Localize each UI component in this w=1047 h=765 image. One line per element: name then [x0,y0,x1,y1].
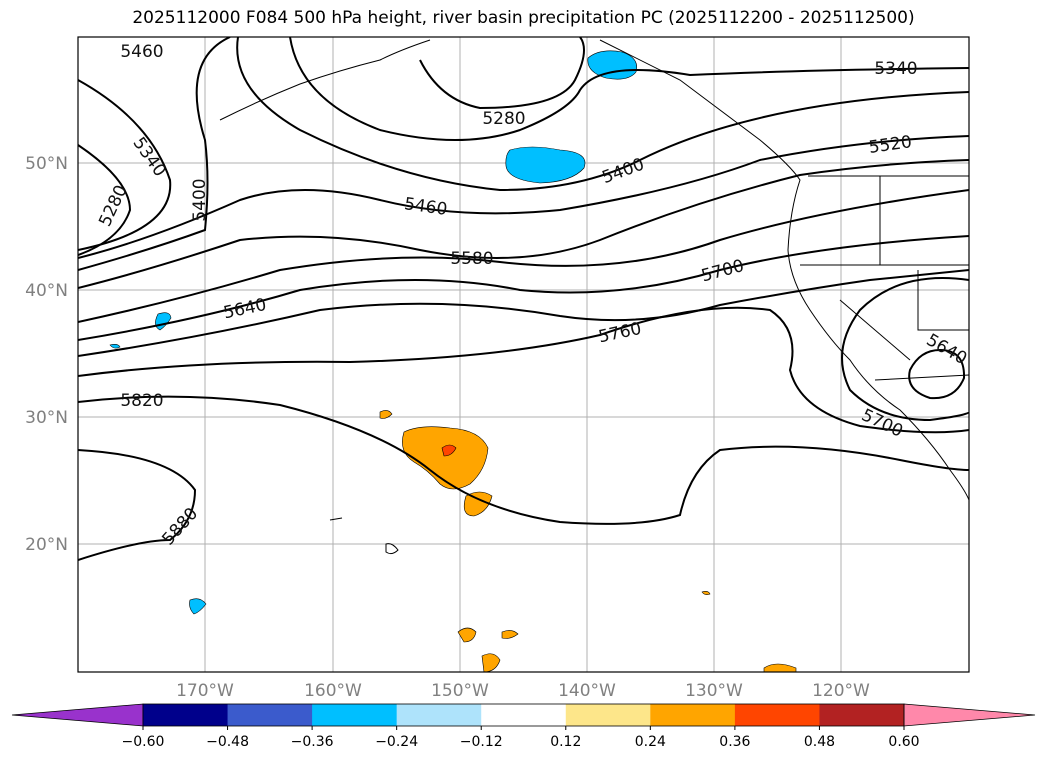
precip-area-small-5 [701,591,711,595]
us-mexico-border [874,374,969,381]
colorbar-tick-label: −0.48 [206,734,249,750]
precip-area-west-2 [109,344,121,349]
colorbar-tick-label: 0.36 [719,734,750,750]
colorbar-tick-label: 0.48 [804,734,835,750]
contour-5640 [78,235,969,341]
contour-label: 5340 [874,59,917,79]
precip-area-small-3 [501,630,519,639]
map-background [78,37,969,672]
colorbar-segment [650,704,736,726]
lat-label-30n: 30°N [25,408,68,428]
contour-5400-west [78,37,231,271]
map-frame [77,36,970,673]
contour-label: 5460 [120,42,163,62]
contour-label: 5280 [482,109,525,129]
lat-label-50n: 50°N [25,154,68,174]
north-america-coast [599,39,969,501]
coastlines [219,39,969,555]
colorbar-tick-label: −0.60 [122,734,165,750]
colorbar: −0.60 −0.48 −0.36 −0.24 −0.12 0.12 0.24 0.36 0.4… [11,703,1036,750]
state-border-3 [839,299,911,361]
colorbar-segment [227,704,313,726]
map-title: 2025112000 F084 500 hPa height, river ba… [132,8,915,28]
precip-area-south-1 [463,491,493,517]
contour-5580 [78,189,969,323]
lon-label-120w: 120°W [812,681,870,701]
hawaii-islands [329,517,343,521]
lon-label-150w: 150°W [431,681,489,701]
contour-labels: 5460 5340 5280 5400 5280 5400 5340 5520 … [95,42,969,549]
colorbar-segment [819,704,905,726]
colorbar-tick-label: 0.60 [888,734,919,750]
precip-area-alaska [587,50,637,80]
aleutian-coast [219,39,431,121]
colorbar-segment [143,704,229,726]
precip-area-small-1 [379,410,393,419]
contour-5280-center [419,37,585,110]
contour-5400-center [236,37,969,192]
precip-area-small-2 [457,627,477,643]
colorbar-extend-max [903,703,1036,727]
longitude-labels: 170°W 160°W 150°W 140°W 130°W 120°W [176,681,870,701]
contour-5700 [78,269,969,357]
contour-5340-center [289,37,969,141]
contour-label: 5400 [190,178,210,221]
precip-area-southeast [763,663,797,672]
colorbar-tick-label: −0.12 [460,734,503,750]
lon-label-140w: 140°W [558,681,616,701]
precip-area-central-pacific [402,426,489,490]
contour-5820 [78,395,969,525]
contour-5340-west [78,79,172,251]
colorbar-tick-label: −0.24 [375,734,418,750]
contour-5700-east-low [841,277,969,422]
contour-5460 [78,135,969,259]
colorbar-tick-label: 0.12 [550,734,581,750]
negative-precip-areas [109,50,637,615]
lat-label-20n: 20°N [25,535,68,555]
precip-area-gulf [505,146,586,184]
precip-area-southwest [189,598,207,615]
colorbar-tick-label: −0.36 [291,734,334,750]
contour-5880 [78,449,197,561]
state-border-4 [917,270,969,331]
colorbar-segment [565,704,651,726]
contour-label: 5820 [120,391,163,411]
colorbar-segment [481,704,567,726]
contour-5640-east-low [908,348,966,400]
hawaii-big-island [385,543,399,555]
height-contours [78,37,969,561]
colorbar-extend-min [11,703,144,727]
precip-area-central-peak [441,444,457,457]
lon-label-160w: 160°W [304,681,362,701]
lon-label-170w: 170°W [176,681,234,701]
contour-5760 [78,306,969,434]
lat-label-40n: 40°N [25,281,68,301]
colorbar-segment [396,704,482,726]
positive-precip-areas [379,410,797,672]
colorbar-segment [312,704,398,726]
lon-label-130w: 130°W [685,681,743,701]
colorbar-frame [142,703,905,727]
contour-5520 [78,159,969,289]
colorbar-segment [734,704,820,726]
colorbar-tick-label: 0.24 [635,734,666,750]
latitude-labels: 50°N 40°N 30°N 20°N [25,154,68,555]
contour-5280-west [78,144,132,256]
contour-label: 5580 [450,249,493,269]
